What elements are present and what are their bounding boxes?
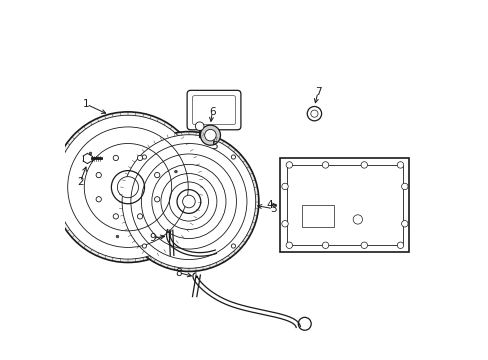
Circle shape xyxy=(322,162,328,168)
Text: 2: 2 xyxy=(77,177,83,187)
Circle shape xyxy=(285,162,292,168)
Circle shape xyxy=(281,183,287,190)
Text: 5: 5 xyxy=(210,141,217,151)
Circle shape xyxy=(154,172,160,178)
Circle shape xyxy=(113,214,118,219)
Text: 1: 1 xyxy=(83,99,90,109)
Circle shape xyxy=(117,177,138,198)
Text: 7: 7 xyxy=(314,87,321,97)
Circle shape xyxy=(195,122,203,131)
Circle shape xyxy=(96,172,101,178)
Bar xyxy=(286,165,402,245)
Text: 3: 3 xyxy=(269,204,276,214)
Circle shape xyxy=(360,162,367,168)
Circle shape xyxy=(396,242,403,248)
Text: 4: 4 xyxy=(266,200,272,210)
Circle shape xyxy=(119,132,258,271)
Bar xyxy=(280,158,408,252)
Circle shape xyxy=(142,244,146,248)
Circle shape xyxy=(306,107,321,121)
Circle shape xyxy=(137,155,142,161)
Circle shape xyxy=(113,155,118,161)
Circle shape xyxy=(154,197,160,202)
Circle shape xyxy=(182,195,195,208)
Circle shape xyxy=(401,221,407,227)
Text: 8: 8 xyxy=(175,268,182,278)
Circle shape xyxy=(396,162,403,168)
Circle shape xyxy=(231,155,235,159)
Circle shape xyxy=(122,135,255,268)
Circle shape xyxy=(231,244,235,248)
Circle shape xyxy=(142,155,146,159)
Circle shape xyxy=(174,170,177,173)
Circle shape xyxy=(89,152,92,155)
Circle shape xyxy=(96,197,101,202)
FancyBboxPatch shape xyxy=(187,90,241,130)
Circle shape xyxy=(200,125,220,145)
Circle shape xyxy=(53,112,203,262)
Circle shape xyxy=(322,242,328,248)
Circle shape xyxy=(116,235,119,238)
Circle shape xyxy=(56,115,200,259)
Circle shape xyxy=(352,215,362,224)
Bar xyxy=(301,205,333,226)
Text: 6: 6 xyxy=(208,107,215,117)
Circle shape xyxy=(401,183,407,190)
Text: 9: 9 xyxy=(148,233,155,243)
Circle shape xyxy=(285,242,292,248)
Circle shape xyxy=(137,214,142,219)
Circle shape xyxy=(204,130,216,141)
Circle shape xyxy=(360,242,367,248)
Circle shape xyxy=(281,221,287,227)
